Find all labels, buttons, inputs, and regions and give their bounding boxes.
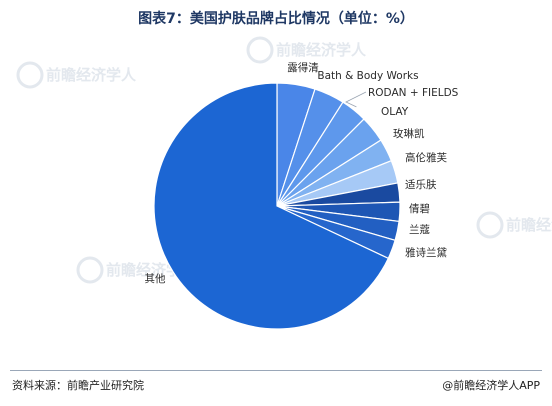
slice-label: 其他 — [145, 272, 166, 285]
watermark-logo — [16, 61, 44, 89]
chart-title: 图表7：美国护肤品牌占比情况（单位：%） — [138, 11, 414, 27]
slice-label: 倩碧 — [409, 202, 430, 215]
watermark-text: 前瞻经济学人 — [46, 66, 137, 84]
slice-label: 玫琳凯 — [393, 127, 425, 140]
footer-divider — [10, 370, 542, 371]
slice-label: 兰蔻 — [409, 223, 430, 236]
watermark-logo — [246, 36, 274, 64]
slice-label: 高伦雅芙 — [405, 151, 447, 164]
watermark-text: 前瞻经济学人 — [506, 216, 552, 234]
slice-label: 雅诗兰黛 — [405, 246, 447, 259]
source-note: 资料来源：前瞻产业研究院 — [12, 379, 144, 392]
pie-slices — [153, 82, 401, 330]
pie-slice — [153, 82, 390, 330]
watermark-logo — [476, 211, 504, 239]
leader-lines — [345, 91, 367, 108]
slice-label: 露得清 — [287, 61, 319, 74]
slice-label: 适乐肤 — [405, 178, 437, 191]
watermark-text: 前瞻经济学人 — [276, 41, 367, 59]
slice-label: OLAY — [381, 106, 409, 118]
watermark-logo — [76, 256, 104, 284]
leader-line — [345, 91, 367, 108]
slice-label: Bath & Body Works — [317, 70, 418, 82]
slice-label: RODAN + FIELDS — [368, 87, 459, 99]
credit-note: @前瞻经济学人APP — [442, 379, 540, 392]
